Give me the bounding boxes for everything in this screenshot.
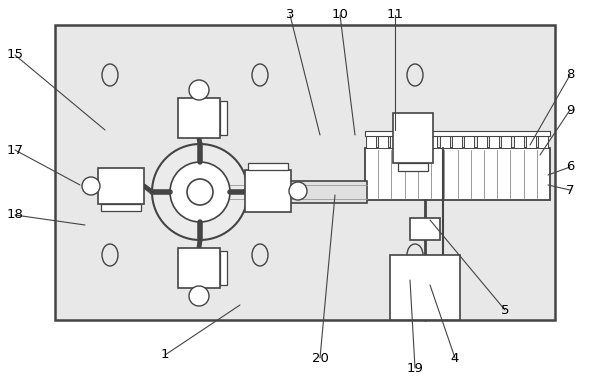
Bar xyxy=(501,136,512,148)
Text: 9: 9 xyxy=(566,103,574,117)
Bar xyxy=(452,136,462,148)
Text: 8: 8 xyxy=(566,68,574,81)
Text: 1: 1 xyxy=(161,348,169,361)
Bar xyxy=(245,170,291,212)
Bar xyxy=(440,136,449,148)
Ellipse shape xyxy=(102,64,118,86)
Bar xyxy=(248,163,288,170)
Text: 19: 19 xyxy=(407,361,423,375)
Bar xyxy=(390,255,460,320)
Text: 7: 7 xyxy=(566,184,574,196)
Ellipse shape xyxy=(407,244,423,266)
Text: 6: 6 xyxy=(566,160,574,174)
Circle shape xyxy=(289,182,307,200)
Circle shape xyxy=(189,80,209,100)
Bar xyxy=(476,136,487,148)
Bar xyxy=(489,136,499,148)
Bar xyxy=(195,181,367,203)
Ellipse shape xyxy=(252,244,268,266)
Text: 10: 10 xyxy=(331,8,348,22)
Bar xyxy=(390,136,400,148)
Bar xyxy=(178,248,220,288)
Bar xyxy=(220,101,227,135)
Ellipse shape xyxy=(407,64,423,86)
Bar xyxy=(220,251,227,285)
Bar xyxy=(365,131,550,136)
Bar xyxy=(178,98,220,138)
Bar xyxy=(398,163,428,171)
Bar xyxy=(393,113,433,163)
Bar xyxy=(101,204,141,211)
Bar xyxy=(526,136,536,148)
Bar xyxy=(427,136,437,148)
Text: 3: 3 xyxy=(286,8,294,22)
Ellipse shape xyxy=(102,244,118,266)
Bar xyxy=(365,148,550,200)
Text: 17: 17 xyxy=(7,144,24,157)
Text: 15: 15 xyxy=(7,49,24,62)
Circle shape xyxy=(187,179,213,205)
Bar xyxy=(98,168,144,204)
Bar xyxy=(464,136,474,148)
Ellipse shape xyxy=(252,64,268,86)
Circle shape xyxy=(170,162,230,222)
Bar xyxy=(415,136,425,148)
Bar xyxy=(403,136,413,148)
Text: 11: 11 xyxy=(387,8,404,22)
Bar xyxy=(410,218,440,240)
Bar xyxy=(513,136,524,148)
Text: 5: 5 xyxy=(501,304,509,317)
Bar xyxy=(365,136,376,148)
Text: 20: 20 xyxy=(312,352,328,364)
Circle shape xyxy=(189,286,209,306)
Text: 18: 18 xyxy=(7,209,23,222)
Circle shape xyxy=(82,177,100,195)
Circle shape xyxy=(152,144,248,240)
Bar xyxy=(378,136,388,148)
Bar xyxy=(538,136,548,148)
Text: 4: 4 xyxy=(451,352,459,364)
Bar xyxy=(55,25,555,320)
